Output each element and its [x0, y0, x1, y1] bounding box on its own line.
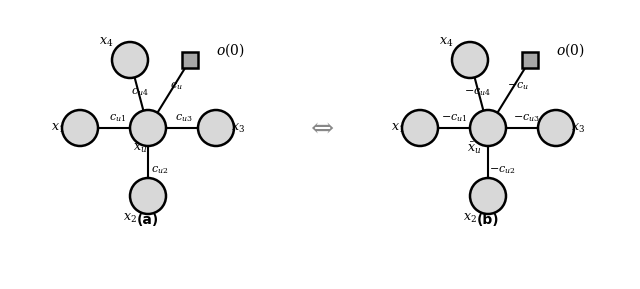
Text: $c_{u3}$: $c_{u3}$ — [175, 112, 193, 124]
Circle shape — [470, 110, 506, 146]
Text: $x_1$: $x_1$ — [51, 121, 65, 135]
Circle shape — [112, 42, 148, 78]
Text: $-c_{u1}$: $-c_{u1}$ — [441, 112, 467, 124]
Text: $o(0)$: $o(0)$ — [556, 41, 585, 59]
Text: $-c_{u4}$: $-c_{u4}$ — [465, 86, 492, 98]
Text: $x_u$: $x_u$ — [133, 141, 147, 155]
Text: $x_3$: $x_3$ — [231, 121, 245, 135]
Circle shape — [538, 110, 574, 146]
Bar — [182, 52, 198, 68]
Text: (a): (a) — [137, 213, 159, 227]
Text: $c_{u1}$: $c_{u1}$ — [109, 112, 127, 124]
Text: $-c_u$: $-c_u$ — [507, 80, 529, 92]
Text: $\Leftrightarrow$: $\Leftrightarrow$ — [305, 114, 335, 142]
Text: $x_4$: $x_4$ — [439, 36, 453, 49]
Text: $\bar{x}_u$: $\bar{x}_u$ — [467, 140, 481, 156]
Text: $x_2$: $x_2$ — [123, 212, 137, 225]
Text: $x_1$: $x_1$ — [391, 121, 404, 135]
Circle shape — [62, 110, 98, 146]
Text: $x_4$: $x_4$ — [99, 36, 113, 49]
Text: $c_u$: $c_u$ — [170, 80, 182, 92]
Circle shape — [470, 178, 506, 214]
Text: $-c_{u3}$: $-c_{u3}$ — [513, 112, 540, 124]
Circle shape — [130, 178, 166, 214]
Text: (b): (b) — [477, 213, 499, 227]
Text: $c_{u4}$: $c_{u4}$ — [131, 86, 149, 98]
Text: $x_2$: $x_2$ — [463, 212, 477, 225]
Circle shape — [402, 110, 438, 146]
Text: $x_3$: $x_3$ — [571, 121, 585, 135]
Text: $-c_{u2}$: $-c_{u2}$ — [489, 164, 515, 176]
Circle shape — [198, 110, 234, 146]
Circle shape — [452, 42, 488, 78]
Text: $o(0)$: $o(0)$ — [216, 41, 245, 59]
Text: $c_{u2}$: $c_{u2}$ — [151, 164, 169, 176]
Circle shape — [130, 110, 166, 146]
Bar — [522, 52, 538, 68]
